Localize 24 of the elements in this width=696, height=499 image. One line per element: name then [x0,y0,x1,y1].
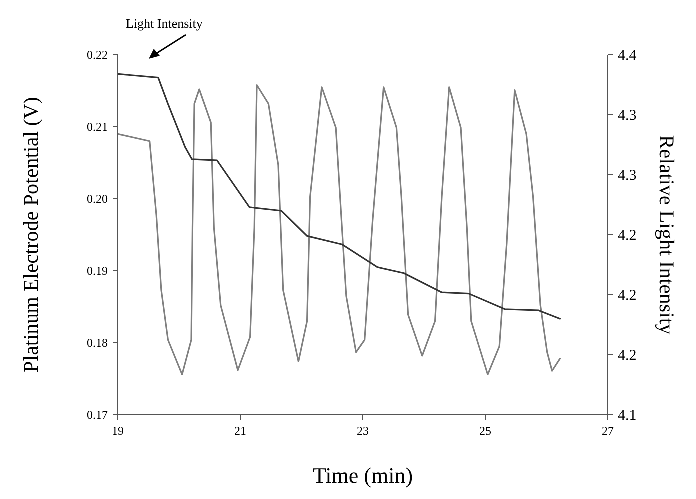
x-tick-label: 25 [480,424,492,438]
x-tick-label: 19 [112,424,124,438]
x-tick-label: 21 [234,424,246,438]
y2-axis-title: Relative Light Intensity [655,135,679,336]
y2-tick-label: 4.1 [618,408,637,424]
y-tick-label: 0.18 [87,336,108,350]
y-tick-label: 0.21 [87,120,108,134]
y-tick-label: 0.17 [87,408,108,422]
y-axis-title: Platinum Electrode Potential (V) [19,97,43,373]
y2-tick-label: 4.3 [618,168,637,184]
line-series [117,84,562,376]
line-series [117,73,562,320]
y2-tick-label: 4.2 [618,228,637,244]
y-tick-label: 0.19 [87,264,108,278]
y-tick-label: 0.20 [87,192,108,206]
y2-tick-label: 4.3 [618,108,637,124]
y2-tick-label: 4.4 [618,48,638,64]
x-tick-label: 27 [602,424,614,438]
x-axis-title: Time (min) [312,463,414,488]
text: Light Intensity [126,16,204,31]
y2-tick-label: 4.2 [618,348,637,364]
y2-tick-label: 4.2 [618,288,637,304]
x-tick-label: 23 [357,424,369,438]
y-tick-label: 0.22 [87,48,108,62]
